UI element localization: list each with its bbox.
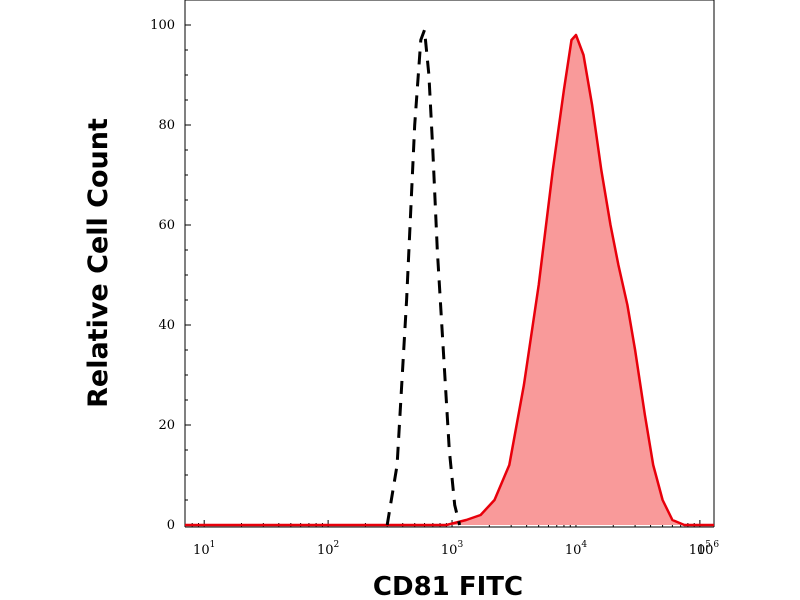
x-tick-label: 103 <box>441 540 464 558</box>
stained-histogram-fill <box>185 35 714 525</box>
y-tick-label: 40 <box>158 318 175 333</box>
y-axis-label: Relative Cell Count <box>83 118 114 408</box>
plot-frame <box>184 0 715 528</box>
x-tick-label: 101 <box>193 540 215 558</box>
control-histogram-line <box>385 28 462 526</box>
y-tick-label: 80 <box>158 118 175 133</box>
x-tick-label: 102 <box>317 540 339 558</box>
x-tick-label: 105 <box>689 540 712 558</box>
y-tick-label: 60 <box>158 218 175 233</box>
y-tick-label: 20 <box>158 418 175 433</box>
x-axis-label: CD81 FITC <box>373 572 523 600</box>
y-tick-label: 100 <box>150 18 175 33</box>
stained-histogram-line <box>185 33 714 527</box>
x-tick-label: 106 <box>697 540 720 558</box>
y-tick-label: 0 <box>167 518 175 533</box>
x-tick-label: 104 <box>565 540 588 558</box>
y-axis-ticks: 0 20 40 60 80 100 <box>150 18 191 533</box>
series-layer <box>185 28 714 527</box>
